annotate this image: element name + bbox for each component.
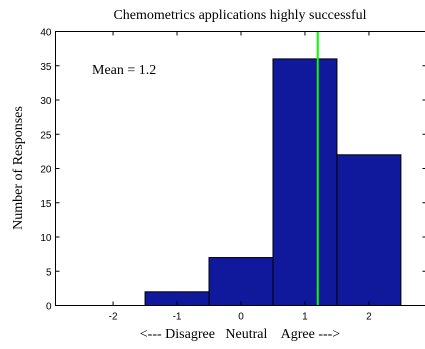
x-tick-label: 1 [302,312,308,323]
x-tick-label: 0 [238,312,244,323]
y-axis-label: Number of Responses [11,106,26,230]
y-tick-label: 40 [40,28,52,39]
mean-annotation: Mean = 1.2 [92,63,156,78]
y-tick-label: 0 [46,302,52,313]
bars [144,58,402,307]
y-tick-label: 35 [40,62,52,73]
x-tick-label: -1 [173,312,182,323]
bar-0 [208,257,274,306]
bar-1 [272,58,338,307]
x-axis-label: <--- Disagree Neutral Agree ---> [140,327,341,342]
y-tick-label: 30 [40,96,52,107]
x-tick-label: 2 [366,312,372,323]
y-tick-label: 15 [40,199,52,210]
bar-2 [336,154,402,306]
y-tick-label: 20 [40,165,52,176]
y-tick-label: 25 [40,130,52,141]
y-tick-label: 10 [40,233,52,244]
y-tick-label: 5 [46,267,52,278]
x-ticks: -2 -1 0 1 2 [109,31,372,323]
x-tick-label: -2 [109,312,118,323]
plot-frame [55,31,425,306]
chart-title: Chemometrics applications highly success… [113,8,366,23]
